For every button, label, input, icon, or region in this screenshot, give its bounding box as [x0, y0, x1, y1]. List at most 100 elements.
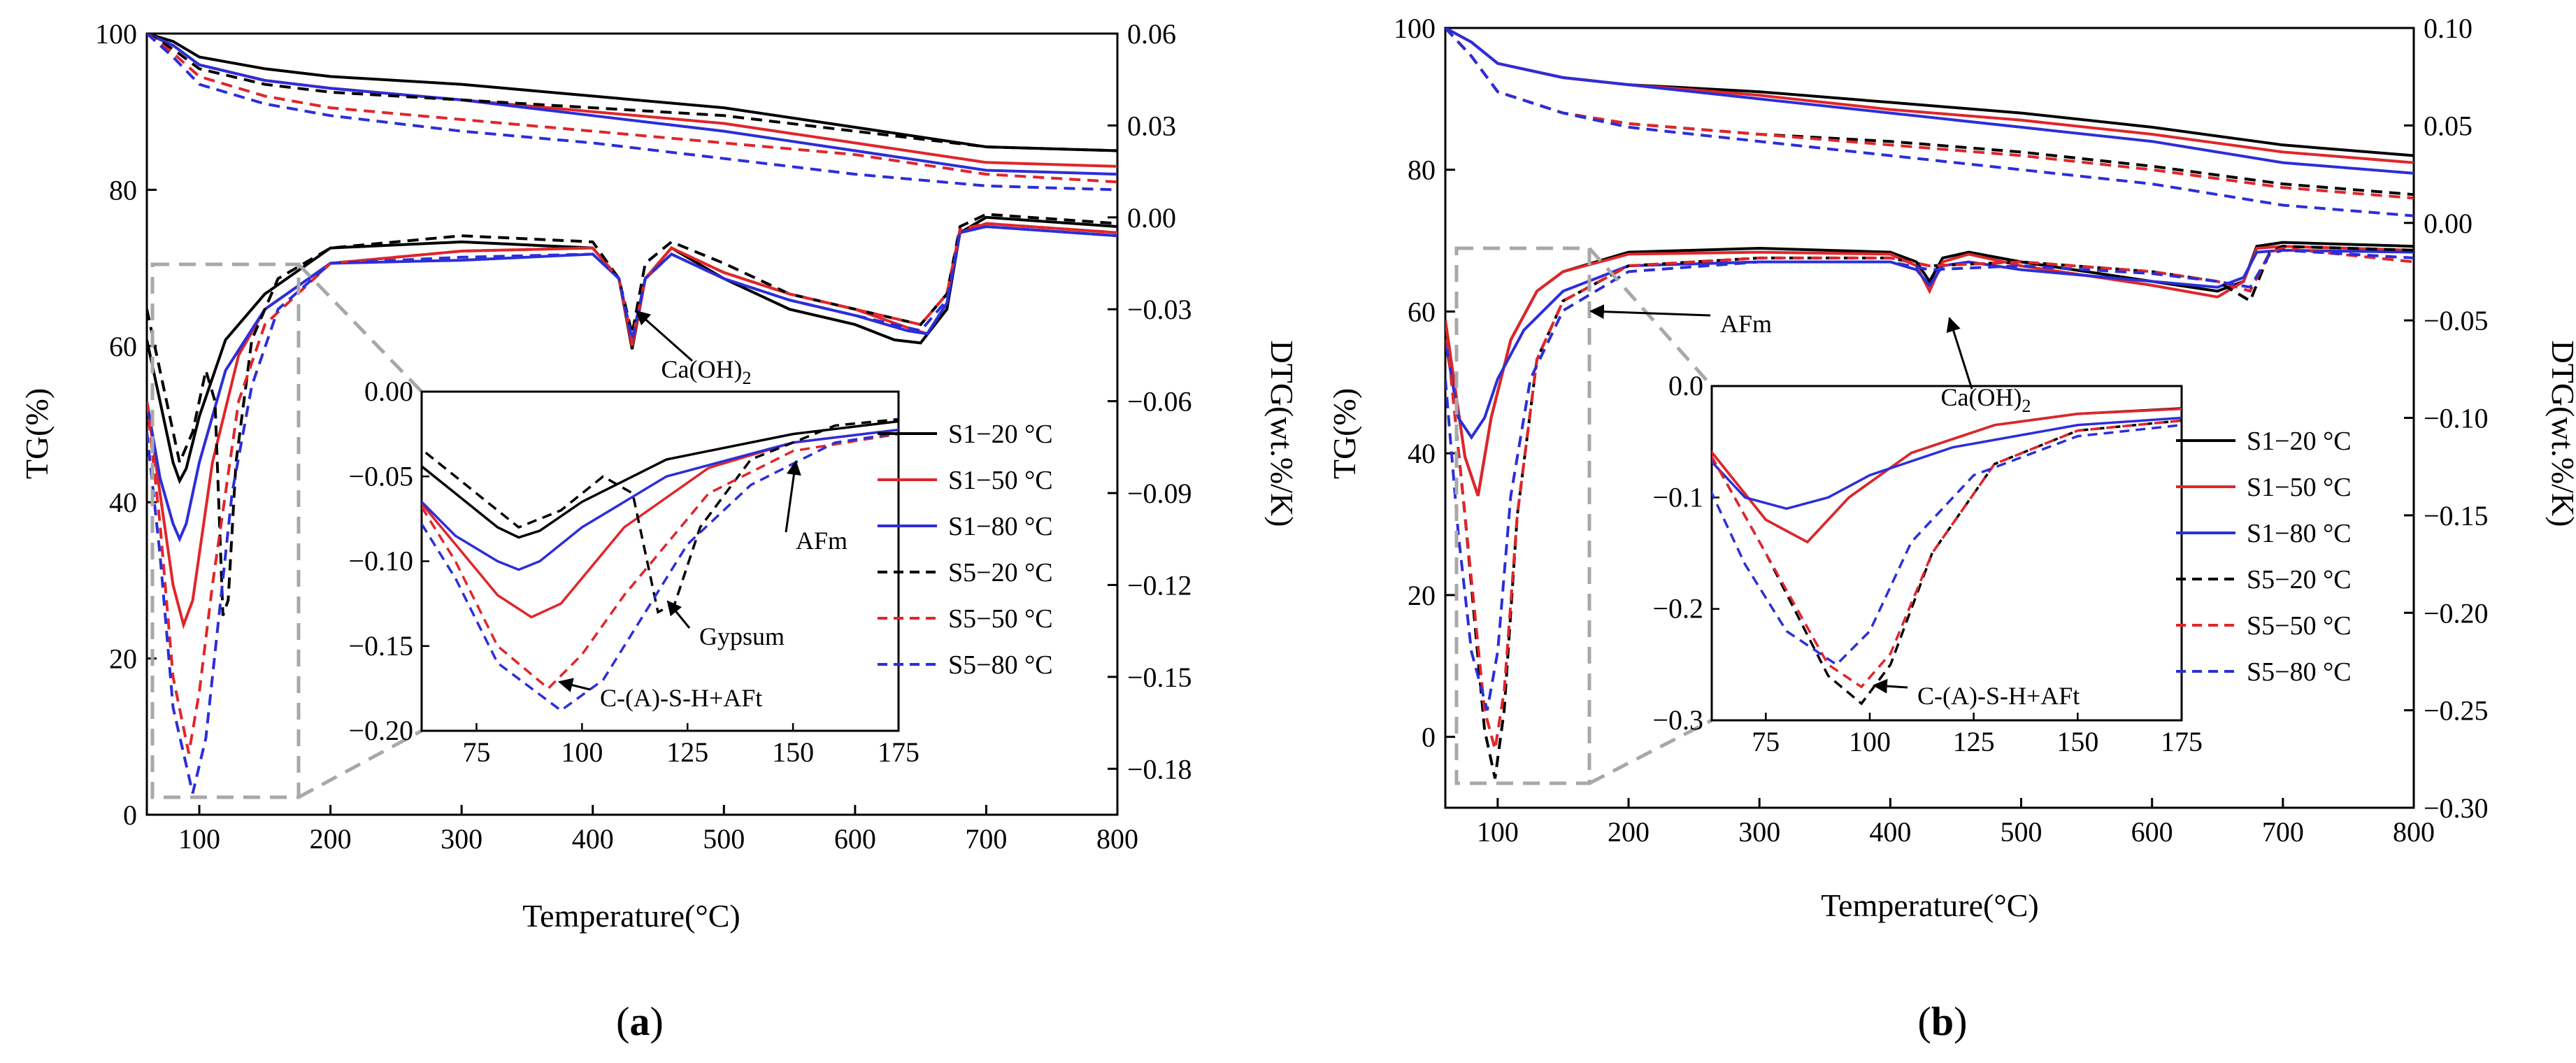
- legend-label: S5−50 °C: [2247, 611, 2352, 641]
- panel-b: 100 200 300 400 500 600 700 800 0 20 40 60 80 100 0.10…: [1326, 13, 2576, 923]
- y-right-tick-label: 0.06: [1127, 18, 1176, 50]
- inset-x-tick-label: 100: [1849, 726, 1891, 757]
- inset-y-tick-label: −0.2: [1652, 593, 1703, 625]
- y-left-tick-label: 60: [109, 331, 137, 362]
- legend-label: S5−80 °C: [2247, 657, 2352, 687]
- x-tick-label: 600: [2131, 816, 2173, 848]
- y-left-tick-label: 40: [1408, 438, 1436, 469]
- y-right-axis-title: DTG(wt.%/K): [1264, 341, 1300, 527]
- x-tick-label: 500: [2001, 816, 2042, 848]
- inset-x-tick-label: 150: [772, 736, 814, 768]
- inset-series-line: [422, 432, 899, 690]
- annotation-label: Ca(OH)2: [1941, 383, 2031, 416]
- legend-label: S1−20 °C: [948, 420, 1053, 449]
- zoom-connector: [297, 263, 423, 393]
- x-tick-label: 500: [703, 823, 745, 855]
- plot-frame: [145, 32, 1119, 816]
- y-right-tick-label: −0.15: [1127, 662, 1192, 693]
- tg-series-line: [147, 34, 1117, 192]
- annotation-arrow: [1872, 678, 1908, 694]
- y-right-tick-label: −0.10: [2424, 403, 2489, 434]
- annotation-label: Gypsum: [699, 622, 785, 650]
- inset-x-tick-label: 125: [1953, 726, 1995, 757]
- y-right-tick-label: −0.06: [1127, 386, 1192, 418]
- y-right-tick-label: −0.15: [2424, 500, 2489, 532]
- annotation-text: AFm: [1720, 310, 1772, 338]
- inset-y-tick-label: −0.1: [1652, 481, 1703, 513]
- y-left-axis-title: TG(%): [1326, 388, 1362, 479]
- tg-series-line: [1445, 28, 2414, 157]
- legend-label: S1−80 °C: [2247, 519, 2352, 548]
- plot-area: [1445, 28, 2414, 779]
- zoom-connector: [297, 729, 423, 799]
- tg-series-line: [147, 34, 1117, 152]
- x-tick-label: 700: [965, 823, 1007, 855]
- legend-label: S5−50 °C: [948, 604, 1053, 634]
- legend-label: S5−80 °C: [948, 650, 1053, 680]
- legend-label: S1−80 °C: [948, 512, 1053, 541]
- inset-y-tick-label: −0.15: [348, 630, 413, 662]
- annotation-arrow: [666, 600, 691, 629]
- x-tick-label: 800: [1096, 823, 1138, 855]
- tg-series-line: [1445, 28, 2414, 175]
- annotation-text: Ca(OH): [1941, 383, 2022, 411]
- inset-plot-area: [1712, 407, 2182, 706]
- inset-x-tick-label: 75: [1752, 726, 1780, 757]
- inset-series-line: [422, 418, 899, 614]
- zoom-connector: [1588, 718, 1713, 785]
- y-right-tick-label: −0.25: [2424, 695, 2489, 727]
- plot-area: [147, 34, 1117, 794]
- x-tick-label: 600: [834, 823, 876, 855]
- legend-label: S5−20 °C: [948, 558, 1053, 587]
- inset-x-tick-label: 75: [462, 736, 490, 768]
- annotation-label: Ca(OH)2: [661, 355, 752, 388]
- y-right-tick-label: −0.18: [1127, 753, 1192, 785]
- inset-x-tick-label: 100: [561, 736, 603, 768]
- x-tick-label: 800: [2393, 816, 2435, 848]
- dtg-series-line: [147, 224, 1117, 794]
- inset-series-line: [422, 420, 899, 539]
- annotation-text: AFm: [796, 527, 847, 555]
- tg-series-line: [1445, 28, 2414, 217]
- y-right-tick-label: −0.03: [1127, 294, 1192, 325]
- dtg-series-line: [147, 222, 1117, 754]
- y-right-tick-label: 0.00: [2424, 208, 2473, 239]
- x-tick-label: 100: [1477, 816, 1519, 848]
- dtg-series-line: [1445, 248, 2414, 440]
- zoom-region-box: [150, 262, 301, 799]
- tg-series-line: [147, 34, 1117, 184]
- legend-label: S1−50 °C: [2247, 473, 2352, 502]
- x-tick-label: 400: [1869, 816, 1911, 848]
- y-right-tick-label: −0.09: [1127, 478, 1192, 509]
- annotation-label: AFm: [1720, 310, 1772, 338]
- x-tick-label: 200: [1608, 816, 1650, 848]
- dtg-series-line: [1445, 248, 2414, 711]
- y-left-tick-label: 100: [95, 18, 137, 50]
- inset-frame: [420, 390, 900, 732]
- y-left-tick-label: 80: [109, 174, 137, 206]
- tg-series-line: [1445, 28, 2414, 197]
- x-tick-label: 700: [2262, 816, 2304, 848]
- x-axis-title: Temperature(°C): [522, 898, 740, 934]
- annotation-arrow: [1589, 304, 1711, 320]
- y-left-tick-label: 20: [1408, 580, 1436, 611]
- annotation-text: C-(A)-S-H+AFt: [1917, 682, 2080, 710]
- inset-x-tick-label: 175: [2161, 726, 2203, 757]
- legend-label: S1−50 °C: [948, 466, 1053, 495]
- inset-y-tick-label: −0.10: [348, 545, 413, 577]
- inset-x-tick-label: 150: [2056, 726, 2098, 757]
- inset-y-tick-label: 0.00: [364, 376, 413, 407]
- annotation-label: C-(A)-S-H+AFt: [1917, 682, 2080, 710]
- y-right-tick-label: 0.03: [1127, 110, 1176, 141]
- zoom-region-box: [1454, 246, 1591, 785]
- x-tick-label: 400: [572, 823, 614, 855]
- y-right-tick-label: −0.30: [2424, 792, 2489, 824]
- annotation-arrow: [1946, 316, 1973, 390]
- inset-series-line: [1712, 407, 2182, 544]
- x-tick-label: 300: [1738, 816, 1780, 848]
- legend-label: S5−20 °C: [2247, 565, 2352, 594]
- y-right-tick-label: −0.20: [2424, 597, 2489, 629]
- y-right-tick-label: −0.12: [1127, 569, 1192, 601]
- inset-x-tick-label: 125: [666, 736, 708, 768]
